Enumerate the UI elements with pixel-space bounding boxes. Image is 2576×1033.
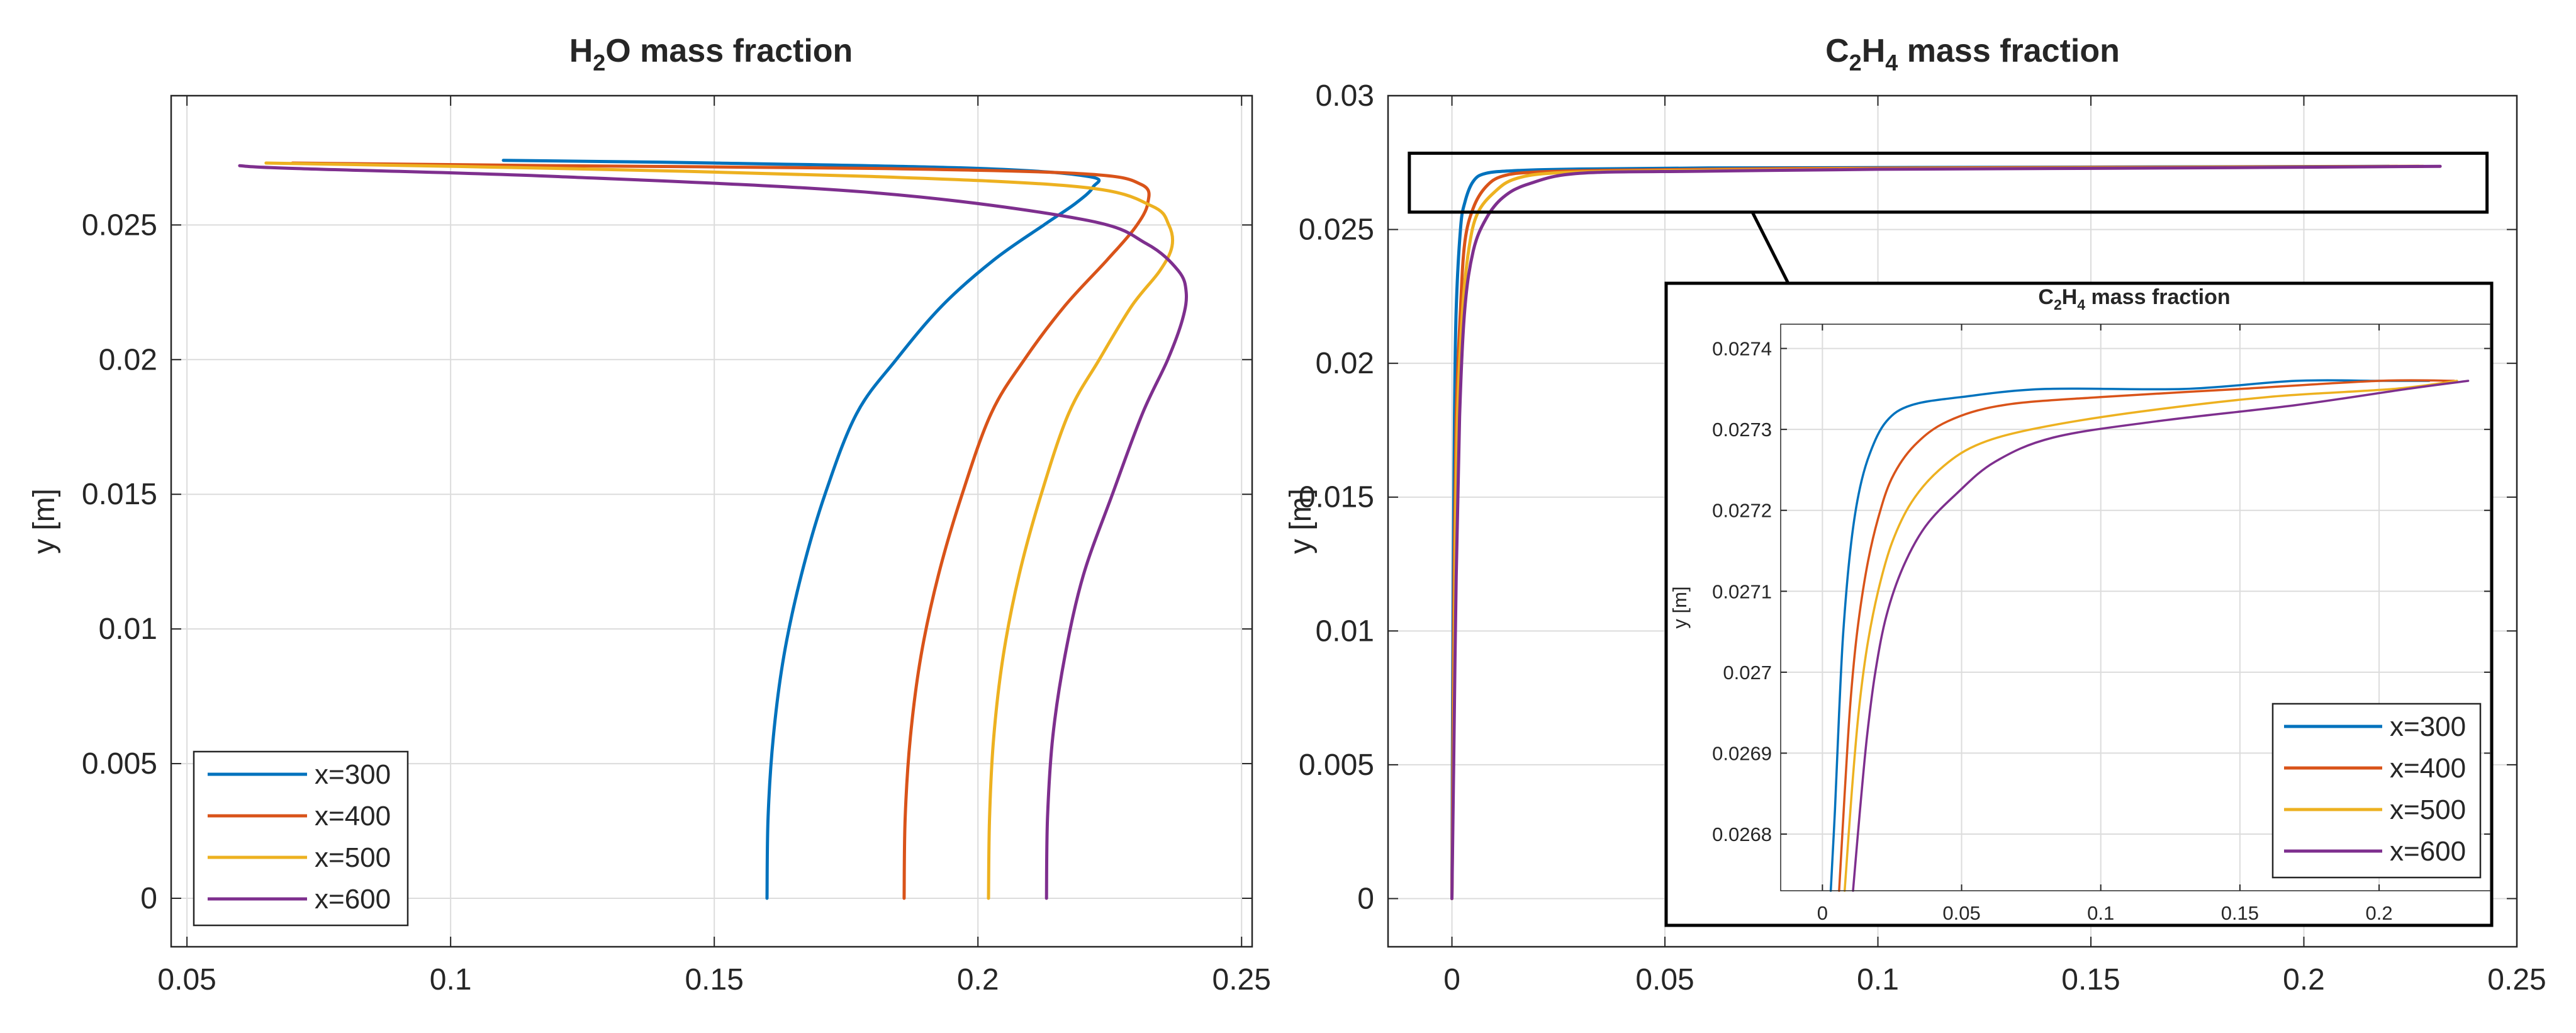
legend-entry: x=500 [2284, 794, 2466, 825]
h2o-legend: x=300 x=400 x=500 x=600 [193, 750, 409, 927]
legend-entry: x=300 [2284, 711, 2466, 742]
series-line-x-400 [291, 161, 1151, 900]
x-tick-label: 0.2 [957, 963, 999, 996]
inset-legend: x=300 x=400 x=500 x=600 [2271, 703, 2482, 879]
inset-x-ticks: 0 0.05 0.1 0.15 0.2 [1817, 324, 2393, 924]
inset-y-ticks: 0.0268 0.0269 0.027 0.0271 0.0272 0.0273 0.027… [1712, 338, 2490, 845]
h2o-grid [171, 96, 1252, 947]
y-tick-label: 0.025 [1299, 213, 1374, 247]
h2o-curves [238, 159, 1188, 900]
legend-label: x=400 [2390, 753, 2466, 784]
x-tick-label: 0.15 [2061, 963, 2120, 996]
legend-entry: x=400 [2284, 753, 2466, 784]
legend-label: x=600 [315, 884, 391, 915]
inset-y-axis-label: y [m] [1669, 586, 1691, 628]
series-line-x-600 [238, 164, 1188, 900]
y-tick-label: 0.0272 [1712, 500, 1772, 522]
h2o-y-ticks: 0 0.005 0.01 0.015 0.02 0.025 [82, 208, 1252, 915]
h2o-legend-box [193, 750, 409, 927]
h2o-x-ticks: 0.05 0.1 0.15 0.2 0.25 [157, 96, 1271, 996]
inset-grid [1781, 324, 2490, 891]
x-tick-label: 0.05 [1635, 963, 1694, 996]
c2h4-inset: C2H4 mass fraction 0 0.05 0.1 0.15 0.2 0.026… [1664, 281, 2494, 927]
legend-label: x=300 [2390, 711, 2466, 742]
y-tick-label: 0.0269 [1712, 742, 1772, 764]
y-tick-label: 0.02 [1316, 347, 1374, 380]
x-tick-label: 0.05 [1942, 902, 1980, 924]
x-tick-label: 0.25 [1212, 963, 1271, 996]
inset-curves [1829, 379, 2470, 892]
c2h4-plot-frame [1387, 94, 2518, 948]
c2h4-chart-title: C2H4 mass fraction [1825, 33, 2120, 76]
y-tick-label: 0.025 [82, 208, 157, 242]
x-tick-label: 0.05 [157, 963, 216, 996]
y-tick-label: 0.02 [99, 343, 157, 376]
series-line-x-600 [1450, 164, 2442, 900]
inset-legend-box [2271, 703, 2482, 879]
legend-entry: x=500 [208, 842, 391, 873]
y-tick-label: 0.03 [1316, 79, 1374, 113]
legend-entry: x=300 [208, 759, 391, 790]
x-tick-label: 0.1 [1857, 963, 1899, 996]
inset-axes-frame [1780, 324, 2491, 891]
h2o-chart-title: H2O mass fraction [569, 33, 853, 76]
x-tick-label: 0 [1443, 963, 1460, 996]
zoom-connector-line [1750, 211, 1790, 285]
y-tick-label: 0 [1357, 882, 1374, 915]
series-line-x-400 [1838, 379, 2456, 892]
y-tick-label: 0.005 [1299, 748, 1374, 782]
x-tick-label: 0.15 [685, 963, 743, 996]
legend-entry: x=600 [2284, 836, 2466, 867]
legend-label: x=500 [315, 842, 391, 873]
zoom-region [1408, 151, 2489, 285]
x-tick-label: 0 [1817, 902, 1828, 924]
legend-entry: x=600 [208, 884, 391, 915]
c2h4-y-ticks: 0 0.005 0.01 0.015 0.02 0.025 0.03 [1299, 79, 2517, 915]
series-line-x-600 [1852, 380, 2470, 892]
y-tick-label: 0.015 [82, 478, 157, 511]
x-tick-label: 0.2 [2283, 963, 2325, 996]
y-tick-label: 0.01 [1316, 614, 1374, 648]
c2h4-x-ticks: 0 0.05 0.1 0.15 0.2 0.25 [1443, 96, 2546, 996]
series-line-x-500 [264, 161, 1175, 900]
legend-label: x=500 [2390, 794, 2466, 825]
y-tick-label: 0.0271 [1712, 580, 1772, 602]
inset-title: C2H4 mass fraction [2038, 285, 2230, 313]
x-tick-label: 0.1 [2087, 902, 2114, 924]
series-line-x-300 [501, 159, 1101, 900]
c2h4-panel: C2H4 mass fraction 0 0.05 0.1 0.15 0.2 0.25 0… [1284, 33, 2546, 996]
x-tick-label: 0.2 [2366, 902, 2393, 924]
y-tick-label: 0.01 [99, 612, 157, 646]
legend-label: x=400 [315, 801, 391, 832]
x-tick-label: 0.25 [2487, 963, 2546, 996]
y-tick-label: 0.015 [1299, 481, 1374, 514]
y-tick-label: 0.027 [1723, 662, 1772, 684]
c2h4-y-axis-label: y [m] [1284, 488, 1318, 554]
h2o-panel: H2O mass fraction 0.05 0.1 0.15 0.2 0.25 00.… [28, 33, 1271, 996]
y-tick-label: 0 [140, 882, 157, 915]
y-tick-label: 0.0273 [1712, 419, 1772, 441]
zoom-box [1408, 151, 2489, 214]
h2o-plot-frame [170, 94, 1253, 948]
c2h4-curves [1450, 164, 2442, 900]
y-tick-label: 0.0274 [1712, 338, 1772, 360]
legend-entry: x=400 [208, 801, 391, 832]
legend-label: x=300 [315, 759, 391, 790]
series-line-x-500 [1843, 380, 2458, 892]
x-tick-label: 0.15 [2221, 902, 2259, 924]
series-line-x-300 [1829, 379, 2431, 892]
y-tick-label: 0.005 [82, 747, 157, 781]
legend-label: x=600 [2390, 836, 2466, 867]
x-tick-label: 0.1 [430, 963, 472, 996]
h2o-y-axis-label: y [m] [28, 488, 61, 554]
y-tick-label: 0.0268 [1712, 823, 1772, 845]
